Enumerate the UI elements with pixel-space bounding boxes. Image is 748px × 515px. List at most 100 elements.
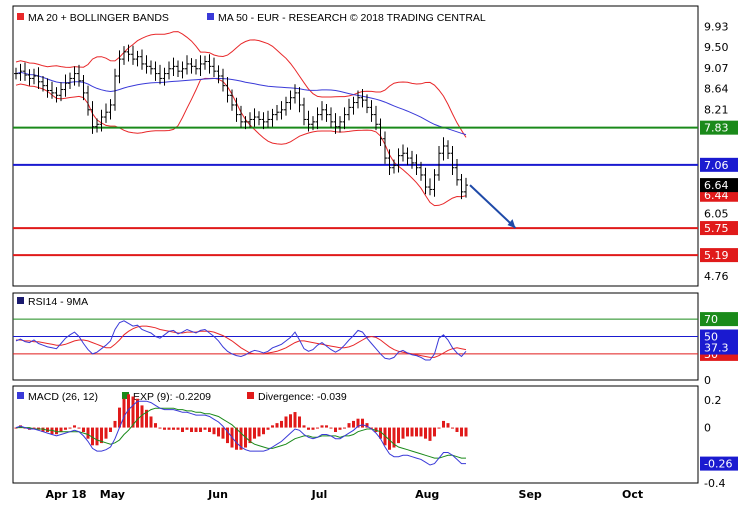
price-tick-0: 9.93 bbox=[704, 20, 729, 33]
rsi-level-tag-label-1: 50 bbox=[704, 331, 718, 344]
macd-current-label: -0.26 bbox=[704, 458, 732, 471]
divergence-bar-38 bbox=[185, 427, 189, 430]
rsi-ma-line bbox=[16, 325, 467, 358]
macd-legend-label-2: Divergence: -0.039 bbox=[258, 391, 347, 403]
rsi-level-tag-label-0: 70 bbox=[704, 313, 718, 326]
divergence-bar-19 bbox=[100, 427, 103, 444]
divergence-bar-20 bbox=[104, 427, 108, 439]
macd-legend-label-1: EXP (9): -0.2209 bbox=[133, 391, 211, 403]
divergence-bar-91 bbox=[424, 427, 427, 439]
divergence-bar-72 bbox=[338, 427, 342, 430]
x-label-3: Jul bbox=[311, 488, 328, 501]
divergence-bar-69 bbox=[325, 425, 328, 428]
x-label-0: Apr 18 bbox=[46, 488, 87, 501]
divergence-bar-93 bbox=[433, 427, 436, 437]
macd-tick-2: -0.4 bbox=[704, 477, 725, 490]
divergence-bar-78 bbox=[365, 423, 369, 428]
level-tag-0 bbox=[700, 120, 738, 135]
divergence-bar-75 bbox=[352, 420, 355, 428]
axis-layer: 9.93 9.50 9.07 8.64 8.21 6.05 4.76 7.83 7.06 5.75… bbox=[46, 20, 738, 501]
divergence-bar-85 bbox=[397, 427, 400, 444]
divergence-bar-100 bbox=[464, 427, 468, 437]
x-label-1: May bbox=[100, 488, 125, 501]
legend-label-1: MA 50 - EUR - RESEARCH © 2018 TRADING CE… bbox=[218, 12, 486, 24]
divergence-bar-40 bbox=[194, 427, 198, 433]
legend-swatch-0 bbox=[17, 13, 24, 20]
divergence-bar-60 bbox=[284, 416, 288, 428]
divergence-bar-77 bbox=[361, 418, 364, 428]
legend-label-0: MA 20 + BOLLINGER BANDS bbox=[28, 12, 169, 24]
divergence-bar-61 bbox=[289, 414, 292, 428]
divergence-bar-12 bbox=[68, 427, 72, 429]
divergence-bar-8 bbox=[50, 427, 54, 435]
x-label-5: Sep bbox=[519, 488, 542, 501]
divergence-bar-17 bbox=[91, 427, 94, 446]
level-tag-label-2: 5.75 bbox=[704, 222, 729, 235]
price-tick-3: 8.64 bbox=[704, 83, 729, 96]
price-tick-1: 9.50 bbox=[704, 41, 729, 54]
rsi-line bbox=[15, 320, 467, 361]
divergence-bar-63 bbox=[298, 416, 301, 428]
divergence-bar-79 bbox=[370, 427, 373, 429]
macd-panel-frame bbox=[12, 385, 699, 484]
divergence-bar-41 bbox=[199, 427, 202, 433]
x-label-2: Jun bbox=[207, 488, 228, 501]
divergence-bar-22 bbox=[113, 420, 117, 428]
price-layer: MA 20 + BOLLINGER BANDS MA 50 - EUR - RES… bbox=[13, 12, 698, 257]
divergence-bar-13 bbox=[73, 425, 76, 428]
macd-legend-swatch-0 bbox=[17, 392, 24, 399]
divergence-bar-18 bbox=[95, 427, 99, 446]
divergence-bar-88 bbox=[410, 427, 414, 437]
rsi-legend-label: RSI14 - 9MA bbox=[28, 296, 88, 308]
divergence-bar-42 bbox=[203, 427, 207, 430]
divergence-bar-6 bbox=[41, 427, 45, 433]
divergence-bar-97 bbox=[451, 427, 454, 429]
divergence-bar-87 bbox=[406, 427, 409, 437]
divergence-bar-98 bbox=[455, 427, 459, 433]
divergence-bar-73 bbox=[343, 427, 346, 429]
projection-arrow bbox=[469, 184, 517, 229]
level-tag-3 bbox=[700, 248, 738, 263]
divergence-bar-92 bbox=[428, 427, 432, 441]
divergence-bar-96 bbox=[446, 423, 450, 428]
divergence-bar-45 bbox=[217, 427, 220, 437]
divergence-bar-71 bbox=[334, 427, 337, 433]
divergence-bar-44 bbox=[212, 427, 216, 435]
divergence-bar-24 bbox=[122, 398, 126, 428]
divergence-bar-25 bbox=[127, 394, 130, 428]
ma50-line bbox=[15, 71, 467, 136]
divergence-bar-35 bbox=[172, 427, 175, 430]
divergence-bar-70 bbox=[329, 427, 333, 429]
level-tag-1 bbox=[700, 157, 738, 172]
rsi-current-tag bbox=[700, 340, 738, 355]
divergence-bar-67 bbox=[316, 427, 319, 429]
divergence-bar-54 bbox=[257, 427, 261, 437]
divergence-bar-55 bbox=[262, 427, 265, 435]
divergence-bar-32 bbox=[158, 427, 162, 429]
divergence-bar-57 bbox=[271, 425, 274, 428]
divergence-bar-39 bbox=[190, 427, 193, 433]
price-tick-5: 6.05 bbox=[704, 208, 729, 221]
divergence-bar-29 bbox=[145, 409, 148, 428]
rsi-legend-swatch bbox=[17, 297, 24, 304]
price-panel-frame bbox=[12, 5, 699, 287]
divergence-bar-53 bbox=[253, 427, 256, 439]
value-tag-label-1: 6.64 bbox=[704, 179, 729, 192]
rsi-level-tag-0 bbox=[700, 312, 738, 327]
macd-tick-1: 0 bbox=[704, 422, 711, 435]
divergence-bar-52 bbox=[248, 427, 252, 444]
divergence-bar-65 bbox=[307, 427, 310, 430]
divergence-bar-16 bbox=[86, 427, 90, 439]
divergence-bar-94 bbox=[437, 427, 441, 429]
x-label-4: Aug bbox=[415, 488, 439, 501]
divergence-bar-74 bbox=[347, 423, 351, 428]
divergence-bar-76 bbox=[356, 418, 360, 428]
macd-line bbox=[15, 400, 466, 466]
value-tag-1 bbox=[700, 178, 738, 193]
macd-tick-0: 0.2 bbox=[704, 394, 722, 407]
macd-signal-line bbox=[16, 407, 466, 459]
divergence-bar-86 bbox=[401, 427, 405, 439]
rsi-level-tag-1 bbox=[700, 329, 738, 344]
